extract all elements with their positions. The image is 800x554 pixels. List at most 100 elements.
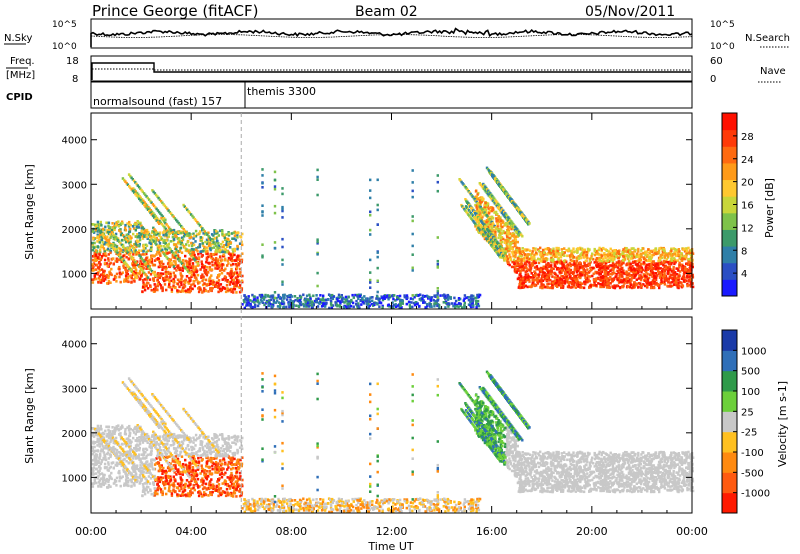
data-cell (678, 263, 681, 266)
data-cell (525, 260, 529, 263)
data-cell (628, 265, 632, 269)
data-cell (181, 243, 184, 247)
data-cell (240, 288, 243, 291)
data-cell (631, 268, 635, 272)
data-cell (102, 247, 106, 250)
data-cell (146, 237, 149, 240)
data-cell (484, 208, 488, 211)
data-cell (96, 256, 99, 259)
data-cell (595, 277, 598, 280)
data-cell (538, 258, 541, 261)
data-cell (235, 264, 238, 268)
data-cell (102, 269, 105, 273)
data-cell (196, 273, 200, 277)
data-cell (153, 213, 156, 217)
data-cell (529, 276, 532, 279)
data-cell (135, 274, 138, 278)
data-cell (626, 250, 629, 253)
data-cell (212, 246, 216, 249)
data-cell (650, 264, 653, 268)
data-cell (584, 282, 587, 286)
data-cell (510, 227, 513, 231)
data-cell (97, 267, 101, 270)
data-cell (150, 288, 153, 292)
data-cell (639, 252, 643, 256)
data-cell (523, 266, 526, 270)
data-cell (166, 236, 169, 239)
data-cell (653, 286, 656, 290)
data-cell (118, 255, 122, 258)
data-cell (187, 290, 190, 294)
data-cell (159, 212, 162, 215)
data-cell (91, 265, 95, 268)
data-cell (234, 259, 237, 262)
data-cell (549, 265, 552, 268)
data-cell (567, 270, 570, 273)
data-cell (236, 244, 239, 248)
data-cell (135, 194, 138, 197)
data-cell (475, 195, 479, 198)
data-cell (233, 247, 236, 251)
data-cell (690, 256, 693, 260)
data-cell (537, 261, 541, 265)
data-cell (112, 247, 116, 250)
data-cell (491, 217, 495, 220)
data-cell (489, 171, 493, 175)
data-cell (331, 304, 335, 307)
data-cell (106, 235, 109, 239)
data-cell (465, 187, 468, 190)
data-cell (578, 266, 582, 269)
data-cell (105, 262, 108, 265)
data-cell (134, 228, 137, 232)
data-cell (126, 280, 129, 283)
data-cell (186, 249, 189, 253)
data-cell (218, 249, 222, 252)
data-cell (165, 248, 169, 252)
data-cell (571, 279, 574, 283)
data-cell (550, 270, 553, 273)
data-cell (181, 226, 184, 229)
data-cell (159, 261, 163, 265)
data-cell (109, 281, 112, 284)
data-cell (124, 248, 127, 251)
data-cell (124, 237, 127, 240)
data-cell (178, 249, 182, 253)
data-cell (575, 259, 579, 263)
data-cell (158, 231, 162, 234)
data-cell (289, 293, 292, 297)
data-cell (526, 285, 529, 289)
data-cell (391, 295, 394, 298)
data-cell (170, 262, 173, 265)
data-cell (142, 259, 145, 262)
data-cell (194, 240, 197, 243)
data-cell (241, 252, 244, 255)
data-cell (559, 255, 563, 259)
data-cell (648, 255, 651, 259)
data-cell (179, 268, 182, 272)
data-cell (511, 239, 514, 243)
data-cell (524, 280, 527, 283)
data-cell (512, 233, 516, 237)
data-cell (180, 281, 183, 284)
data-cell (173, 267, 176, 270)
data-cell (184, 246, 187, 250)
data-cell (138, 254, 141, 257)
data-cell (649, 263, 653, 266)
data-cell (136, 220, 139, 223)
data-cell (635, 278, 638, 281)
nsearch-label: N.Search (745, 33, 790, 44)
data-cell (159, 284, 163, 287)
data-cell (491, 206, 494, 210)
data-cell (642, 247, 645, 250)
data-cell (176, 242, 180, 245)
data-cell (501, 225, 504, 229)
data-cell (201, 242, 204, 245)
data-cell (588, 263, 591, 266)
data-cell (209, 279, 212, 283)
data-cell (140, 200, 143, 204)
data-cell (151, 238, 154, 242)
data-cell (195, 248, 198, 252)
data-cell (218, 250, 221, 254)
data-cell (557, 258, 560, 261)
data-cell (649, 282, 652, 285)
